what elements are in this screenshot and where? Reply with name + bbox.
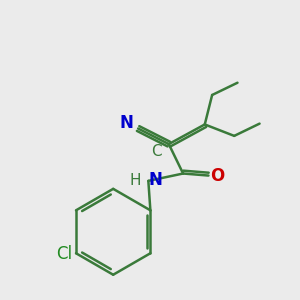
Text: C: C [152, 144, 162, 159]
Text: O: O [211, 167, 225, 184]
Text: N: N [120, 114, 134, 132]
Text: Cl: Cl [57, 245, 73, 263]
Text: N: N [148, 171, 162, 189]
Text: H: H [130, 172, 141, 188]
